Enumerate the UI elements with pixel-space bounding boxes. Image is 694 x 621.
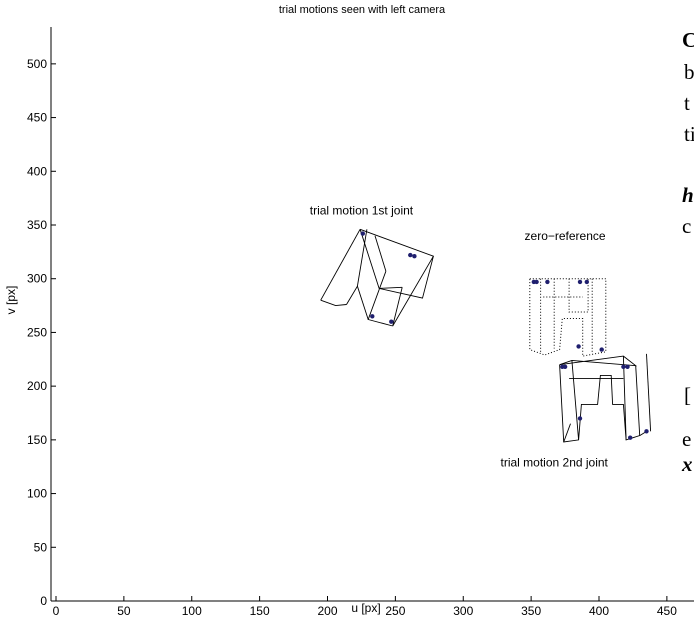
y-tick-label: 0 — [40, 594, 47, 608]
x-tick-label: 0 — [53, 604, 60, 618]
wireframe-edge — [559, 355, 638, 367]
page-fragment-line-1: b — [684, 60, 694, 84]
y-tick-label: 200 — [27, 379, 47, 393]
wireframe-edge — [559, 364, 641, 443]
marker-point — [562, 364, 568, 369]
wireframe-edge — [529, 278, 607, 357]
x-tick-label: 350 — [521, 604, 541, 618]
marker-point — [599, 347, 604, 352]
marker-point — [389, 319, 394, 324]
marker-point — [577, 279, 583, 285]
marker-point — [412, 254, 417, 259]
wireframe-edge — [359, 228, 434, 299]
y-tick-label: 250 — [27, 325, 47, 339]
page-fragment-line-3: ti — [684, 122, 694, 146]
wireframe-edge — [356, 286, 369, 320]
y-tick-label: 350 — [27, 218, 47, 232]
marker-point — [625, 364, 630, 369]
marker-point — [628, 435, 633, 440]
axis-ticks: 0 50 100 150 200 250 300 350 400 450 500 0 50 100 150 2… — [27, 57, 677, 618]
page-fragment-line-2: t — [684, 91, 690, 115]
y-axis-label: v [px] — [4, 286, 18, 315]
annotation-label-2: zero−reference — [525, 229, 606, 243]
y-tick-label: 50 — [34, 540, 48, 554]
wireframe-edge — [392, 255, 434, 327]
wireframe-edge — [374, 235, 387, 272]
x-tick-label: 300 — [453, 604, 473, 618]
x-tick-label: 250 — [385, 604, 405, 618]
annotation-label-1: trial motion 1st joint — [310, 203, 414, 217]
y-tick-label: 100 — [27, 487, 47, 501]
marker-point — [408, 252, 413, 258]
wireframe-edge — [367, 271, 393, 327]
x-tick-label: 100 — [182, 604, 202, 618]
plot-area: trial motion 1st joint zero−reference tria… — [310, 203, 652, 470]
wireframe-edge — [320, 299, 347, 307]
x-tick-label: 150 — [250, 604, 270, 618]
page-fragment-line-5: h — [682, 183, 694, 207]
marker-point — [370, 314, 375, 319]
wireframe-edge — [571, 360, 580, 440]
page-fragment-x: x — [682, 452, 693, 476]
wireframe-series-2 — [529, 278, 607, 357]
chart-title: trial motions seen with left camera — [279, 4, 446, 16]
marker-point — [644, 429, 649, 434]
wireframe-edge — [563, 423, 571, 443]
wireframe-edge — [622, 356, 627, 440]
marker-point — [534, 279, 539, 285]
wireframe-edge — [568, 278, 589, 313]
marker-point — [360, 231, 365, 236]
wireframe-edge — [392, 287, 403, 327]
marker-point — [576, 344, 581, 349]
marker-point — [577, 416, 583, 421]
y-tick-label: 150 — [27, 433, 47, 447]
marker-point — [584, 279, 589, 285]
page-fragment-e: e — [682, 427, 692, 451]
wireframe-edge — [646, 353, 652, 432]
y-tick-label: 400 — [27, 164, 47, 178]
marker-point — [621, 364, 626, 369]
wireframe-edge — [639, 431, 646, 436]
page-fragment-bracket: [ — [684, 383, 691, 407]
wireframe-series-3 — [559, 353, 652, 443]
x-tick-label: 400 — [589, 604, 609, 618]
y-tick-label: 500 — [27, 57, 47, 71]
wireframe-series-1 — [320, 228, 434, 327]
x-tick-label: 50 — [117, 604, 131, 618]
x-tick-label: 450 — [657, 604, 677, 618]
y-tick-label: 300 — [27, 272, 47, 286]
annotation-label-3: trial motion 2nd joint — [501, 456, 609, 470]
y-tick-label: 450 — [27, 111, 47, 125]
page-fragment-line-4: c — [682, 214, 692, 238]
x-axis-label: u [px] — [351, 601, 380, 615]
page-fragment-bold-letter: C — [682, 28, 694, 52]
axes — [50, 27, 694, 602]
wireframe-edge — [320, 229, 361, 301]
marker-point — [545, 279, 550, 285]
x-tick-label: 200 — [317, 604, 337, 618]
wireframe-edge — [379, 286, 403, 289]
